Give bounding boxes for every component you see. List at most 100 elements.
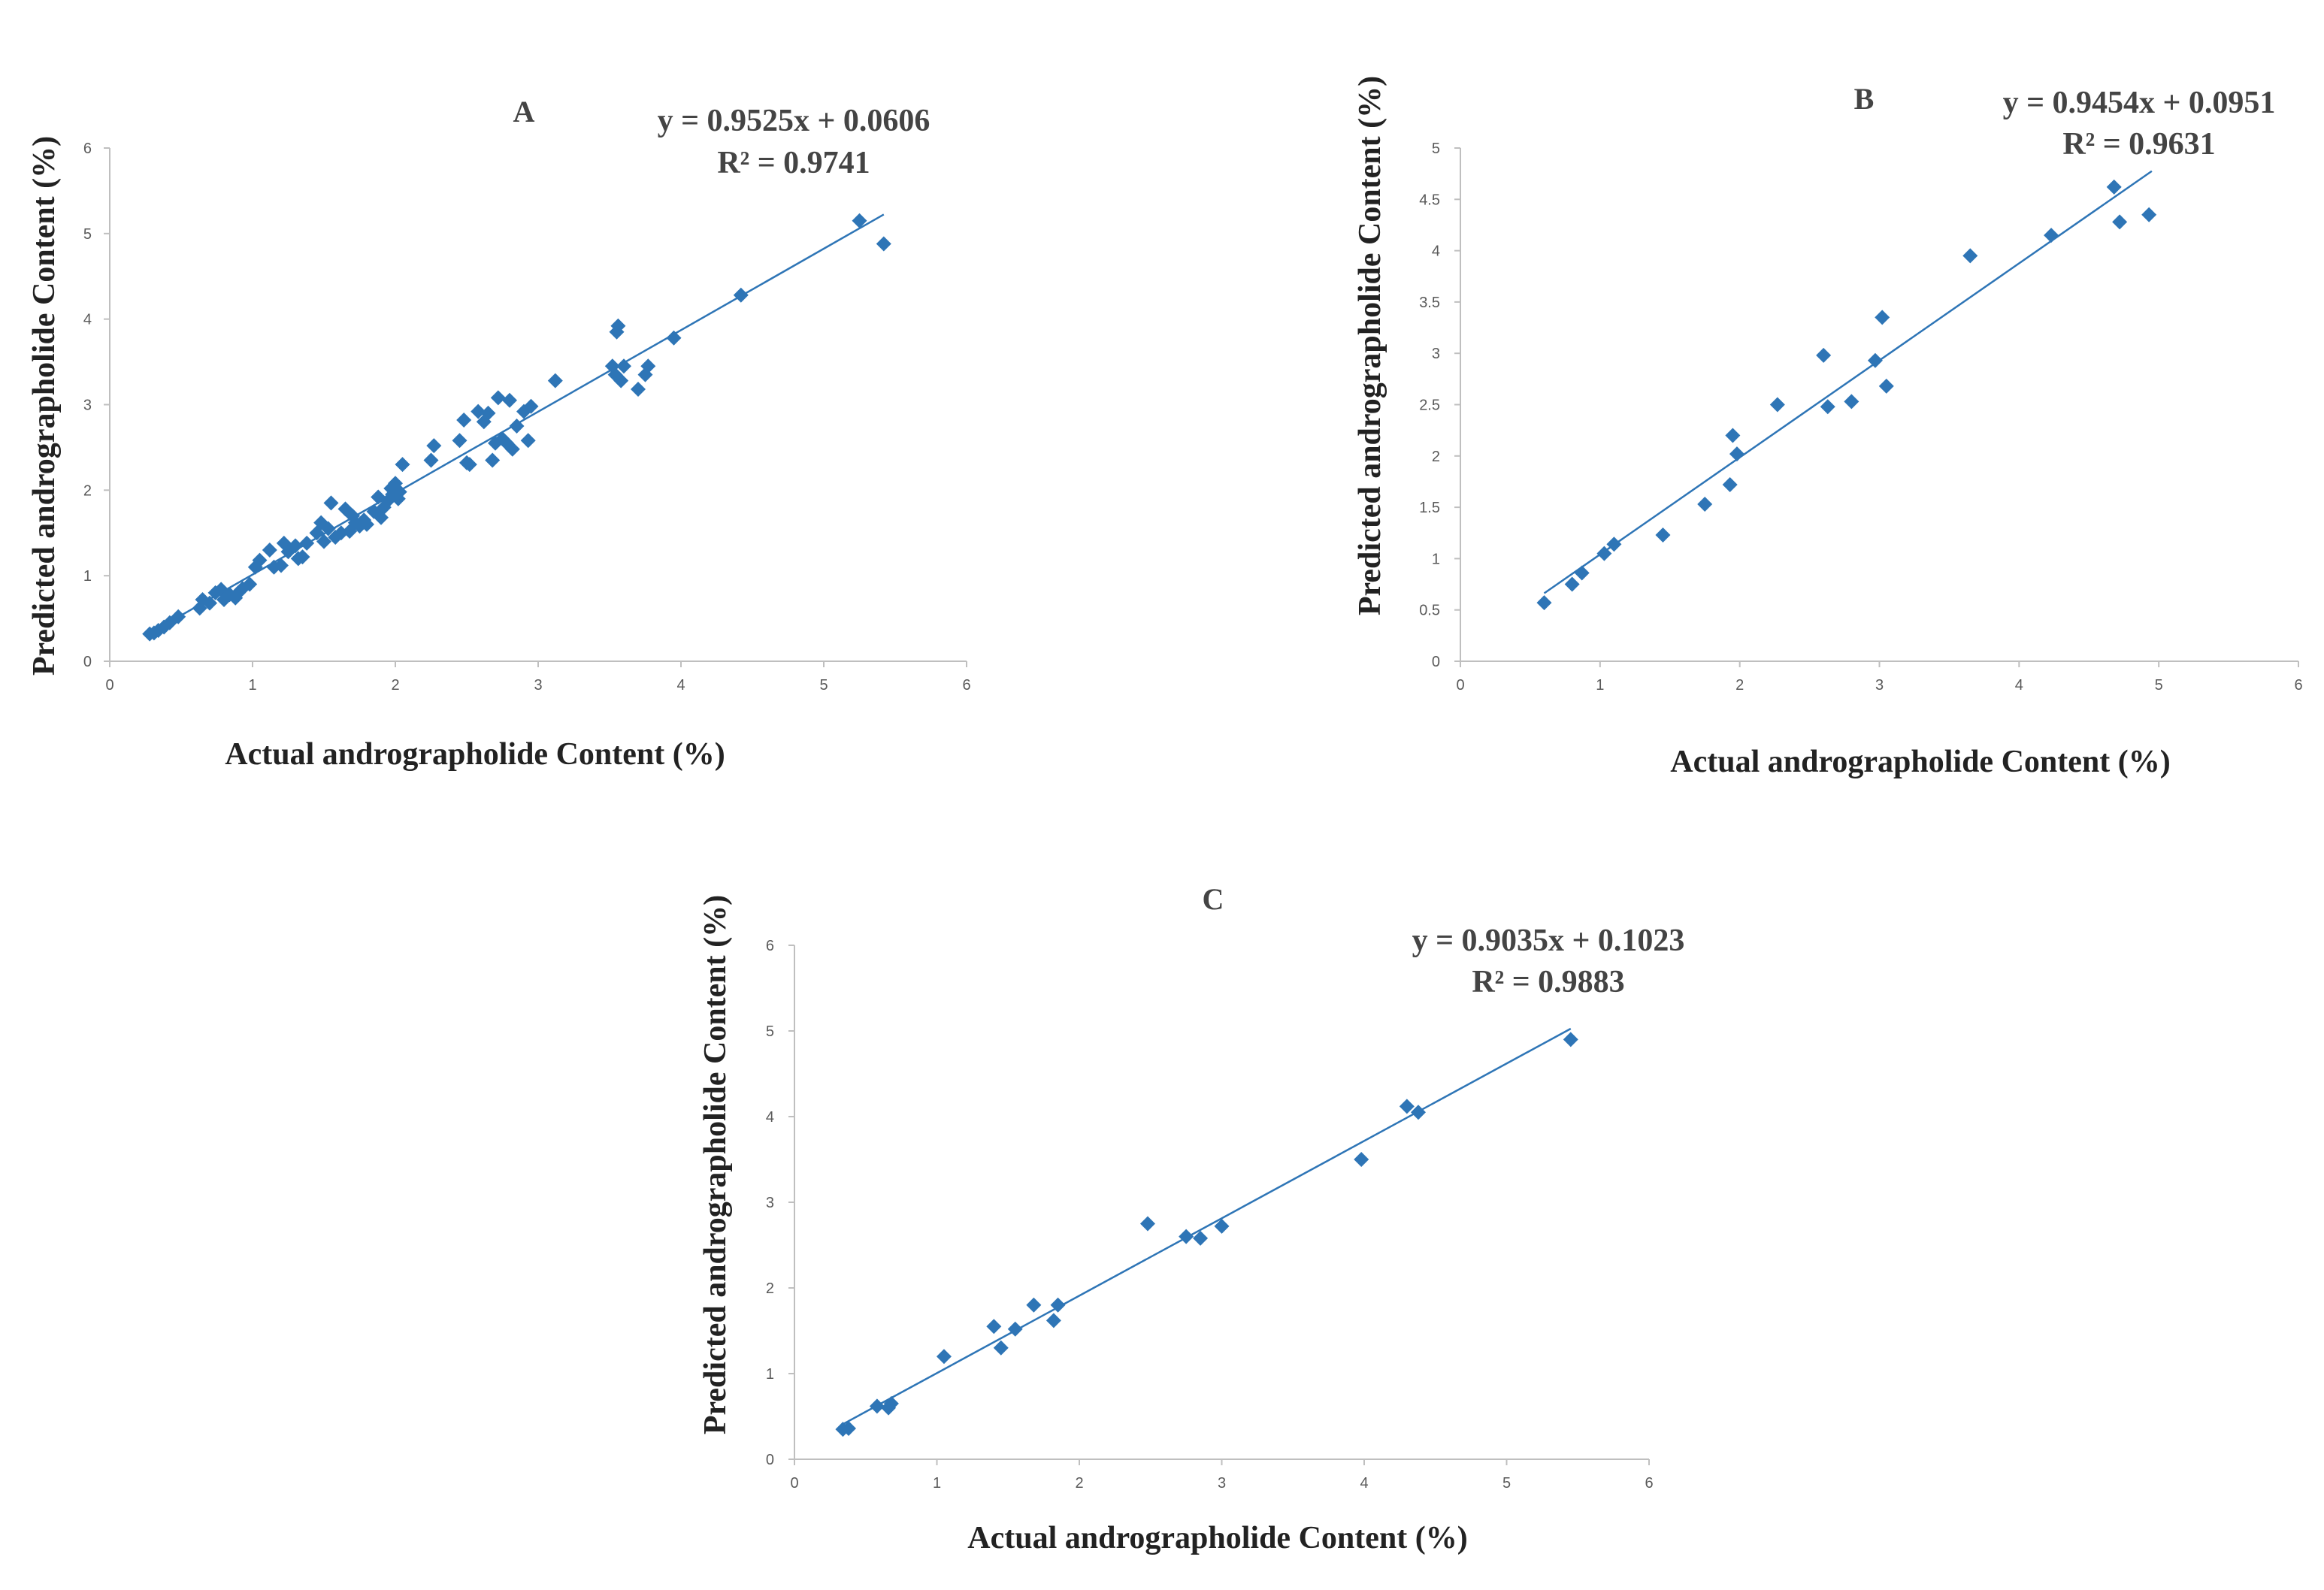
y-axis-title: Predicted andrographolide Content (%) (698, 895, 733, 1434)
y-tick-label: 5 (1432, 141, 1440, 157)
data-point (480, 405, 496, 421)
x-tick-label: 6 (962, 677, 970, 694)
data-point (1962, 248, 1978, 264)
data-point (1729, 446, 1745, 462)
data-point (610, 318, 626, 334)
data-point (1725, 428, 1741, 443)
data-point (640, 358, 656, 374)
y-tick-label: 4.5 (1419, 192, 1440, 208)
data-point (993, 1340, 1009, 1356)
data-point (852, 213, 867, 228)
y-tick-label: 5 (766, 1023, 774, 1040)
data-point (1179, 1229, 1194, 1244)
y-tick-label: 2.5 (1419, 398, 1440, 414)
trendline (1543, 170, 2153, 594)
data-point (1722, 477, 1738, 493)
x-tick-label: 6 (1645, 1475, 1653, 1492)
data-point (316, 534, 331, 549)
y-tick-label: 6 (766, 938, 774, 954)
data-point (2141, 207, 2157, 222)
y-tick-label: 1 (766, 1366, 774, 1383)
y-tick-label: 0 (1432, 654, 1440, 670)
y-tick-label: 0.5 (1419, 603, 1440, 619)
data-point (936, 1349, 952, 1365)
regression-equation: y = 0.9035x + 0.1023 (1412, 923, 1685, 958)
data-point (2044, 228, 2059, 243)
data-point (295, 549, 310, 565)
panel-b: 0 1 2 3 4 5 6 0 0.5 1 1.5 2 2.5 3 3.5 4 4.5 5 B y = 0.9454x… (1353, 76, 2303, 779)
data-point (471, 404, 486, 419)
data-point (1875, 310, 1890, 325)
y-tick-label: 3.5 (1419, 295, 1440, 311)
data-point (504, 441, 520, 457)
data-point (1354, 1152, 1369, 1167)
x-axis-title: Actual andrographolide Content (%) (1670, 745, 2170, 779)
data-point (242, 576, 258, 592)
data-point (876, 236, 891, 252)
data-point (461, 457, 477, 473)
data-point (1193, 1230, 1209, 1246)
data-point (502, 392, 517, 408)
data-point (426, 438, 442, 454)
x-tick-label: 1 (933, 1475, 941, 1492)
data-point (1563, 1032, 1578, 1047)
panel-c: 0 1 2 3 4 5 6 0 1 2 3 4 5 6 Cy = 0.9035x + 0.1023 R² = … (698, 882, 1684, 1555)
data-point (323, 495, 339, 511)
data-point (733, 287, 749, 303)
x-tick-label: 4 (1360, 1475, 1368, 1492)
data-point (452, 433, 468, 449)
data-point (490, 390, 506, 406)
data-point (320, 521, 336, 537)
data-point (666, 330, 682, 346)
data-point (1214, 1218, 1230, 1234)
data-point (423, 452, 439, 468)
regression-equation: y = 0.9454x + 0.0951 (2003, 86, 2276, 120)
data-point (1606, 537, 1622, 552)
data-point (1655, 527, 1671, 543)
data-point (1844, 394, 1860, 410)
data-point (613, 373, 629, 388)
data-point (869, 1398, 885, 1414)
data-point (299, 535, 315, 551)
y-axis-title: Predicted andrographolide Content (%) (1353, 76, 1387, 615)
x-tick-label: 5 (1502, 1475, 1511, 1492)
y-tick-label: 6 (83, 141, 92, 157)
data-point (1769, 397, 1785, 413)
panel-letter: A (513, 95, 535, 128)
x-tick-label: 3 (1875, 677, 1884, 694)
data-point (631, 382, 646, 398)
x-tick-label: 2 (1075, 1475, 1083, 1492)
r-squared-value: R² = 0.9741 (717, 146, 870, 180)
r-squared-value: R² = 0.9883 (1472, 965, 1624, 999)
y-tick-label: 2 (766, 1280, 774, 1297)
data-point (262, 543, 277, 558)
data-point (523, 398, 539, 414)
data-point (1596, 546, 1612, 561)
data-point (1816, 347, 1832, 363)
x-tick-label: 1 (248, 677, 256, 694)
y-tick-label: 2 (1432, 449, 1440, 465)
x-tick-label: 0 (790, 1475, 798, 1492)
data-point (359, 516, 374, 532)
data-point (1026, 1297, 1042, 1313)
data-point (1574, 565, 1590, 581)
y-tick-label: 1.5 (1419, 500, 1440, 516)
data-point (1007, 1321, 1023, 1337)
data-point (986, 1319, 1002, 1335)
x-tick-label: 3 (1218, 1475, 1226, 1492)
data-point (841, 1420, 857, 1436)
trendline (842, 1027, 1572, 1425)
x-tick-label: 0 (105, 677, 113, 694)
data-point (1411, 1105, 1427, 1120)
x-tick-label: 1 (1596, 677, 1604, 694)
data-point (1536, 595, 1552, 611)
data-point (2112, 214, 2128, 230)
x-tick-label: 5 (819, 677, 828, 694)
y-tick-label: 4 (766, 1109, 774, 1126)
panel-a: 0 1 2 3 4 5 6 0 1 2 3 4 5 6 A y = 0.9525x + 0.0606 R² = … (27, 95, 971, 772)
regression-equation: y = 0.9525x + 0.0606 (658, 104, 931, 138)
data-point (202, 595, 217, 611)
x-tick-label: 2 (391, 677, 399, 694)
data-point (1399, 1099, 1415, 1114)
